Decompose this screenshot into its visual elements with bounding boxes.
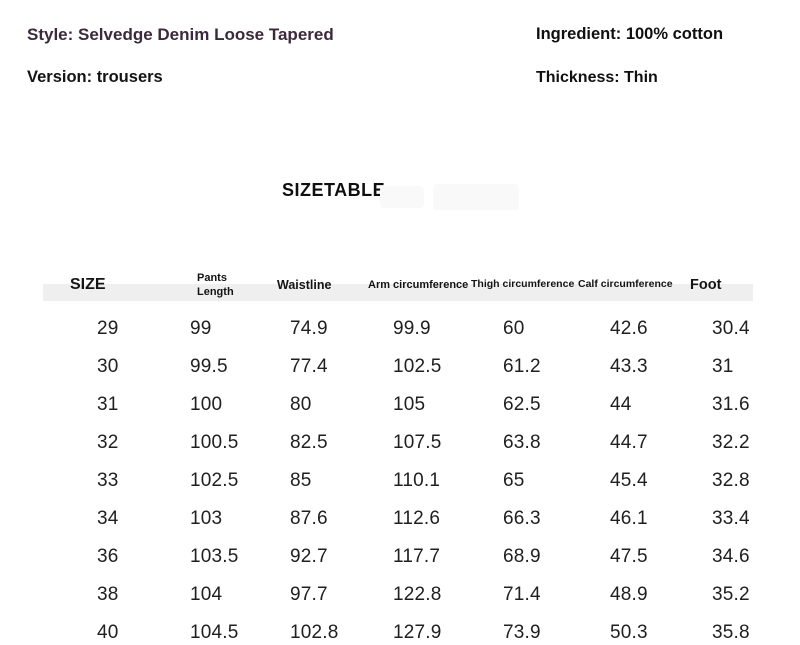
- cell-foot: 34.6: [712, 546, 750, 567]
- table-row: 32 100.5 82.5 107.5 63.8 44.7 32.2: [45, 424, 758, 462]
- cell-pants-length: 99.5: [190, 356, 228, 377]
- cell-calf: 46.1: [610, 508, 648, 529]
- table-row: 31 100 80 105 62.5 44 31.6: [45, 386, 758, 424]
- cell-arm: 112.6: [393, 508, 441, 529]
- style-label: Style: Selvedge Denim Loose Tapered: [27, 25, 334, 44]
- cell-arm: 107.5: [393, 432, 442, 453]
- column-header-thigh-circumference: Thigh circumference: [471, 278, 575, 291]
- faint-watermark: [433, 184, 519, 210]
- cell-arm: 122.8: [393, 584, 442, 605]
- cell-thigh: 68.9: [503, 546, 541, 567]
- cell-pants-length: 99: [190, 318, 212, 339]
- cell-size: 38: [97, 584, 119, 605]
- cell-foot: 35.2: [712, 584, 750, 605]
- cell-waistline: 82.5: [290, 432, 328, 453]
- table-row: 30 99.5 77.4 102.5 61.2 43.3 31: [45, 348, 758, 386]
- cell-calf: 43.3: [610, 356, 648, 377]
- column-header-size: SIZE: [70, 275, 106, 293]
- cell-waistline: 97.7: [290, 584, 328, 605]
- cell-size: 30: [97, 356, 119, 377]
- table-row: 36 103.5 92.7 117.7 68.9 47.5 34.6: [45, 538, 758, 576]
- column-header-arm-circumference: Arm circumference: [368, 278, 469, 291]
- cell-pants-length: 100: [190, 394, 223, 415]
- cell-size: 33: [97, 470, 119, 491]
- cell-arm: 105: [393, 394, 426, 415]
- cell-thigh: 71.4: [503, 584, 541, 605]
- cell-pants-length: 100.5: [190, 432, 239, 453]
- cell-calf: 47.5: [610, 546, 648, 567]
- cell-pants-length: 103.5: [190, 546, 239, 567]
- cell-pants-length: 102.5: [190, 470, 239, 491]
- cell-foot: 32.2: [712, 432, 750, 453]
- column-header-calf-circumference: Calf circumference: [578, 278, 673, 291]
- cell-foot: 33.4: [712, 508, 750, 529]
- table-row: 29 99 74.9 99.9 60 42.6 30.4: [45, 310, 758, 348]
- cell-pants-length: 104.5: [190, 622, 239, 643]
- cell-waistline: 74.9: [290, 318, 328, 339]
- cell-pants-length: 103: [190, 508, 223, 529]
- cell-foot: 35.8: [712, 622, 750, 643]
- table-row: 40 104.5 102.8 127.9 73.9 50.3 35.8: [45, 614, 758, 645]
- cell-calf: 50.3: [610, 622, 648, 643]
- cell-waistline: 77.4: [290, 356, 328, 377]
- cell-thigh: 60: [503, 318, 525, 339]
- cell-pants-length: 104: [190, 584, 223, 605]
- cell-size: 34: [97, 508, 119, 529]
- column-header-foot: Foot: [690, 276, 722, 293]
- cell-thigh: 63.8: [503, 432, 541, 453]
- cell-calf: 44: [610, 394, 632, 415]
- cell-thigh: 73.9: [503, 622, 541, 643]
- cell-size: 36: [97, 546, 119, 567]
- cell-size: 40: [97, 622, 119, 643]
- cell-foot: 32.8: [712, 470, 750, 491]
- table-row: 38 104 97.7 122.8 71.4 48.9 35.2: [45, 576, 758, 614]
- table-row: 34 103 87.6 112.6 66.3 46.1 33.4: [45, 500, 758, 538]
- cell-arm: 127.9: [393, 622, 442, 643]
- header-highlight-band: [43, 284, 753, 301]
- cell-foot: 30.4: [712, 318, 750, 339]
- cell-foot: 31.6: [712, 394, 750, 415]
- cell-calf: 45.4: [610, 470, 648, 491]
- cell-thigh: 62.5: [503, 394, 541, 415]
- cell-arm: 117.7: [393, 546, 441, 567]
- cell-thigh: 65: [503, 470, 525, 491]
- cell-thigh: 61.2: [503, 356, 541, 377]
- cell-foot: 31: [712, 356, 734, 377]
- cell-size: 32: [97, 432, 119, 453]
- cell-calf: 42.6: [610, 318, 648, 339]
- cell-waistline: 80: [290, 394, 312, 415]
- cell-waistline: 85: [290, 470, 312, 491]
- cell-arm: 99.9: [393, 318, 431, 339]
- version-label: Version: trousers: [27, 68, 163, 86]
- cell-waistline: 102.8: [290, 622, 339, 643]
- table-row: 33 102.5 85 110.1 65 45.4 32.8: [45, 462, 758, 500]
- column-header-waistline: Waistline: [277, 277, 332, 292]
- size-table-header-row: SIZE Pants Length Waistline Arm circumfe…: [45, 260, 758, 310]
- ingredient-label: Ingredient: 100% cotton: [536, 25, 724, 43]
- cell-arm: 110.1: [393, 470, 441, 491]
- cell-thigh: 66.3: [503, 508, 541, 529]
- cell-waistline: 92.7: [290, 546, 328, 567]
- size-table-title: SIZETABLE: [282, 180, 386, 200]
- cell-calf: 44.7: [610, 432, 648, 453]
- cell-size: 29: [97, 318, 119, 339]
- column-header-pants-length: Pants Length: [197, 271, 234, 298]
- size-table: SIZE Pants Length Waistline Arm circumfe…: [45, 260, 758, 645]
- cell-arm: 102.5: [393, 356, 442, 377]
- cell-waistline: 87.6: [290, 508, 328, 529]
- cell-calf: 48.9: [610, 584, 648, 605]
- cell-size: 31: [97, 394, 119, 415]
- faint-watermark: [380, 186, 424, 208]
- thickness-label: Thickness: Thin: [536, 69, 658, 86]
